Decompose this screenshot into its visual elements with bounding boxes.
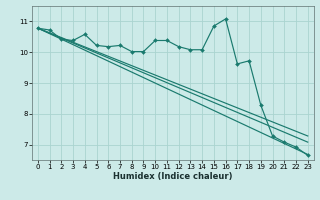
X-axis label: Humidex (Indice chaleur): Humidex (Indice chaleur) bbox=[113, 172, 233, 181]
